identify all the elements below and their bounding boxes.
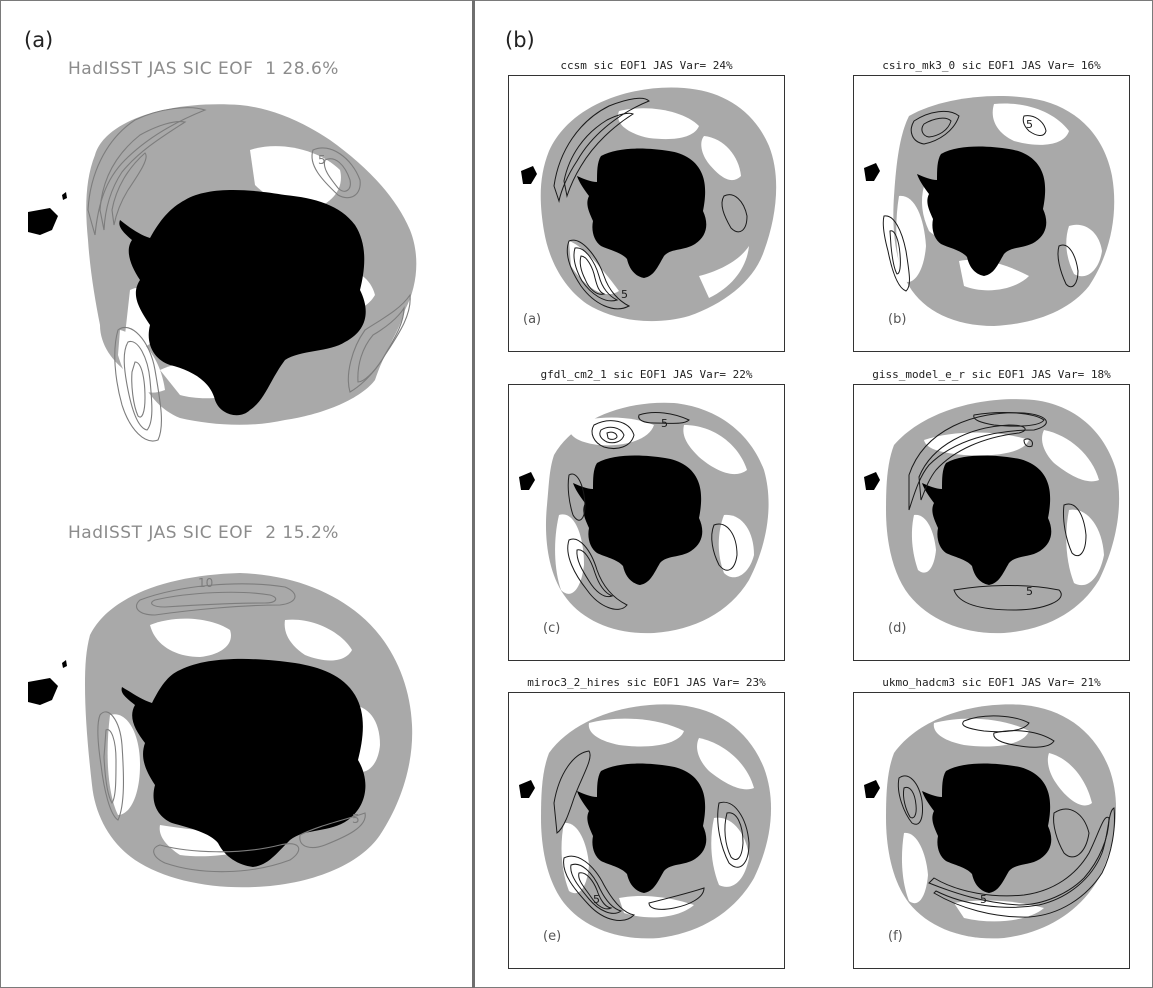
- svg-text:5: 5: [980, 893, 987, 906]
- panel-divider: [472, 0, 475, 988]
- svg-text:5: 5: [661, 417, 668, 430]
- contour-labels: 10 5: [198, 576, 360, 826]
- map-title-b-a: ccsm sic EOF1 JAS Var= 24%: [560, 59, 733, 72]
- map-a1-hadisst-eof1: 5: [28, 104, 417, 442]
- contour-labels: 5: [318, 153, 326, 167]
- map-sublabel-e: (e): [543, 929, 562, 944]
- contour-label-5: 5: [318, 153, 326, 167]
- svg-text:5: 5: [593, 893, 600, 906]
- map-title-b-d: giss_model_e_r sic EOF1 JAS Var= 18%: [872, 368, 1111, 381]
- map-title-b-c: gfdl_cm2_1 sic EOF1 JAS Var= 22%: [540, 368, 753, 381]
- map-sublabel-c: (c): [543, 621, 561, 636]
- map-sublabel-b: (b): [888, 312, 907, 327]
- eof-contours: [97, 583, 366, 873]
- map-sublabel-d: (d): [888, 621, 907, 636]
- panel-b-label: (b): [505, 28, 535, 52]
- contour-label-10: 10: [198, 576, 213, 590]
- map-box-b-b: 5 (b): [853, 75, 1130, 352]
- map-title-b-e: miroc3_2_hires sic EOF1 JAS Var= 23%: [527, 676, 766, 689]
- map-box-b-c: 5 (c): [508, 384, 785, 661]
- antarctica-land: [28, 190, 366, 416]
- map-sublabel-f: (f): [888, 929, 903, 944]
- svg-text:5: 5: [621, 288, 628, 301]
- eof-contours: [87, 107, 411, 442]
- contour-label-5: 5: [352, 812, 360, 826]
- map-box-b-f: 5 (f): [853, 692, 1130, 969]
- panel-a-label: (a): [24, 28, 54, 52]
- map-box-b-d: 5 (d): [853, 384, 1130, 661]
- map-title-a1: HadISST JAS SIC EOF 1 28.6%: [68, 59, 339, 79]
- svg-text:5: 5: [1026, 585, 1033, 598]
- svg-text:5: 5: [1026, 118, 1033, 131]
- map-a2-hadisst-eof2: 10 5: [28, 573, 413, 888]
- antarctica-land: [28, 658, 366, 867]
- map-box-b-e: 5 (e): [508, 692, 785, 969]
- map-box-b-a: 5 (a): [508, 75, 785, 352]
- map-title-a2: HadISST JAS SIC EOF 2 15.2%: [68, 523, 339, 543]
- map-title-b-b: csiro_mk3_0 sic EOF1 JAS Var= 16%: [882, 59, 1101, 72]
- map-sublabel-a: (a): [523, 312, 542, 327]
- map-title-b-f: ukmo_hadcm3 sic EOF1 JAS Var= 21%: [882, 676, 1101, 689]
